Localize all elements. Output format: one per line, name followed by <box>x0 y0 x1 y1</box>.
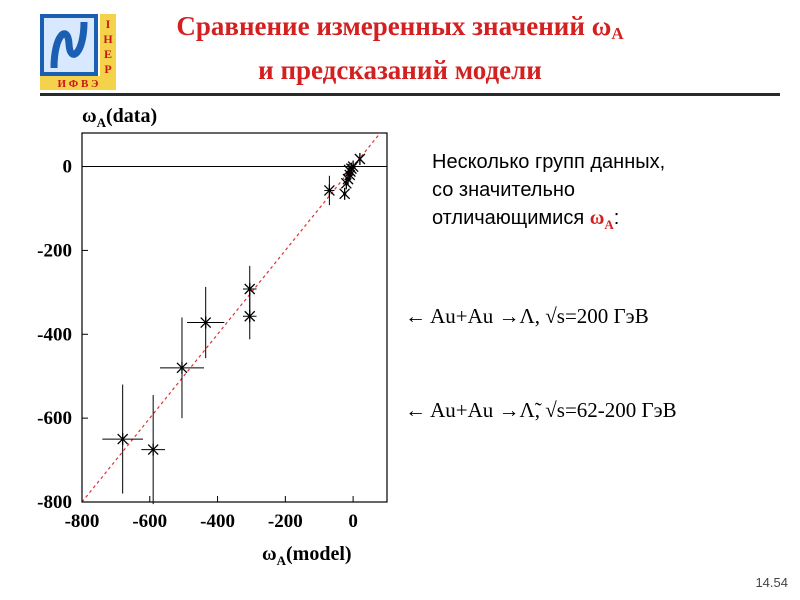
groups-note: Несколько групп данных, со значительно о… <box>432 148 732 239</box>
logo-swirl <box>50 21 88 69</box>
data-point <box>102 384 143 494</box>
data-point <box>339 187 351 200</box>
logo-side-band <box>100 14 116 76</box>
diagonal-reference-line <box>81 132 381 503</box>
logo-letter-4: Р <box>104 62 111 76</box>
data-point <box>354 152 366 165</box>
page-number: 14.54 <box>755 575 788 590</box>
chart-static <box>81 132 388 503</box>
data-point <box>343 163 355 176</box>
slide-title: Сравнение измеренных значений ωA и предс… <box>120 8 680 88</box>
x-tick-label: 0 <box>348 511 358 532</box>
x-axis-label: ωA(model) <box>262 543 352 568</box>
chart-ticks: -800 -600 -400 -200 0 -800 -600 -400 -200 0 <box>37 157 358 532</box>
title-line-1: Сравнение измеренных значений ωA <box>176 11 624 43</box>
annotation-lambda: ← Au+Au →Λ, √s=200 ГэВ <box>405 304 649 328</box>
plot-frame <box>81 132 388 503</box>
data-point <box>187 286 225 359</box>
logo-letter-1: І <box>106 17 111 31</box>
omega-accent: ωA <box>589 207 614 232</box>
note-line-1: Несколько групп данных, <box>432 151 666 173</box>
y-tick-label: -800 <box>37 492 72 513</box>
annotation-antilambda: ← Au+Au →Λ̃, √s=62-200 ГэВ <box>405 398 677 422</box>
data-point <box>159 317 204 419</box>
y-tick-label: -200 <box>37 240 72 261</box>
y-axis-label: ωA(data) <box>82 105 157 130</box>
logo-bottom-band <box>40 76 116 90</box>
x-tick-label: -600 <box>132 511 167 532</box>
y-tick-label: -400 <box>37 324 72 345</box>
header-rule <box>40 93 780 96</box>
x-tick-label: -200 <box>268 511 303 532</box>
x-tick-label: -800 <box>65 511 100 532</box>
data-point <box>323 175 335 206</box>
title-line-2: и предсказаний модели <box>258 55 542 85</box>
y-tick-label: -600 <box>37 408 72 429</box>
data-point <box>242 293 257 340</box>
y-tick-label: 0 <box>63 157 73 178</box>
note-line-2: со значительно <box>432 179 576 201</box>
data-point <box>141 395 166 505</box>
logo-letter-3: Е <box>104 47 112 61</box>
data-point <box>242 265 257 313</box>
note-line-3: отличающимися ωA: <box>432 207 620 232</box>
logo-letter-2: Н <box>103 32 113 46</box>
x-tick-label: -400 <box>200 511 235 532</box>
chart-points <box>102 152 366 505</box>
logo-bottom-text: И Ф В Э <box>57 78 98 90</box>
institute-logo: І Н Е Р И Ф В Э <box>40 14 116 90</box>
